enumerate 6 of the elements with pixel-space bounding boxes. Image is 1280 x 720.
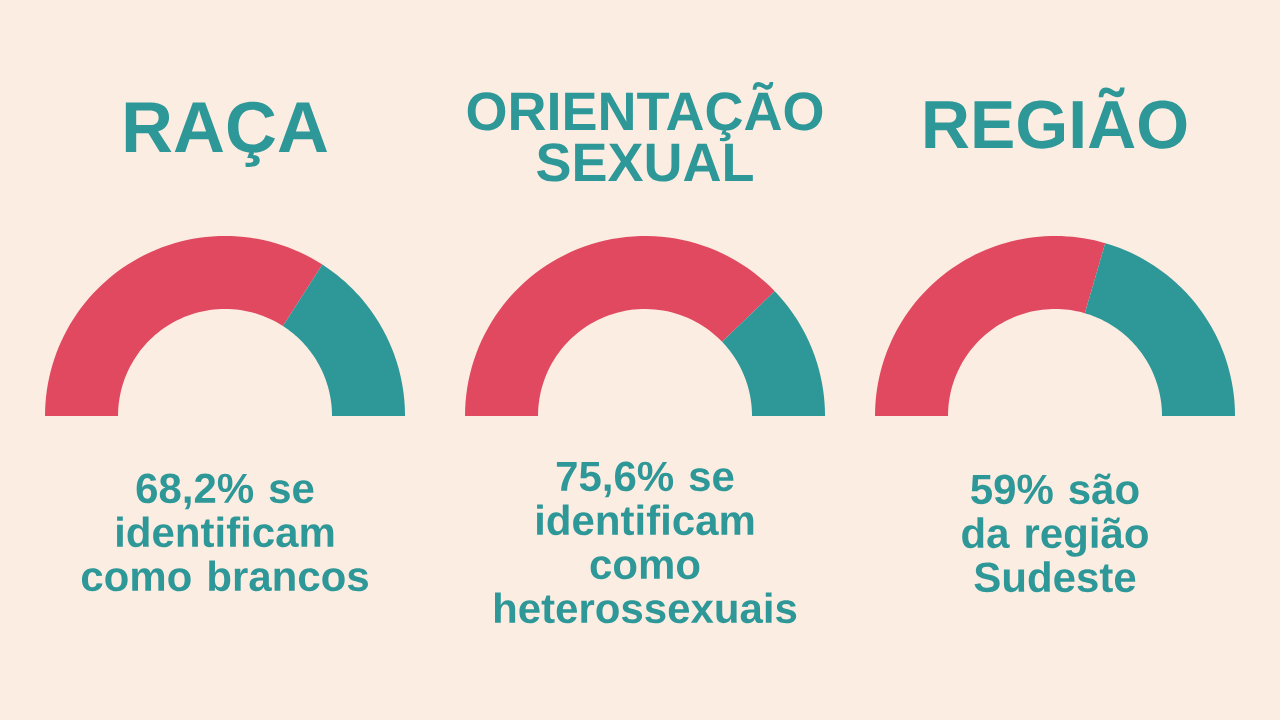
text: 68,2% se identificam como brancos: [81, 473, 368, 592]
text: 59% são da região Sudeste: [962, 473, 1148, 593]
text: 75,6% se identificam como heterossexuais: [495, 461, 797, 624]
chart-title: REGIÃO: [925, 87, 1187, 149]
chart-title: RAÇA: [125, 101, 328, 167]
chart-title: ORIENTAÇÃO SEXUAL: [467, 81, 823, 182]
